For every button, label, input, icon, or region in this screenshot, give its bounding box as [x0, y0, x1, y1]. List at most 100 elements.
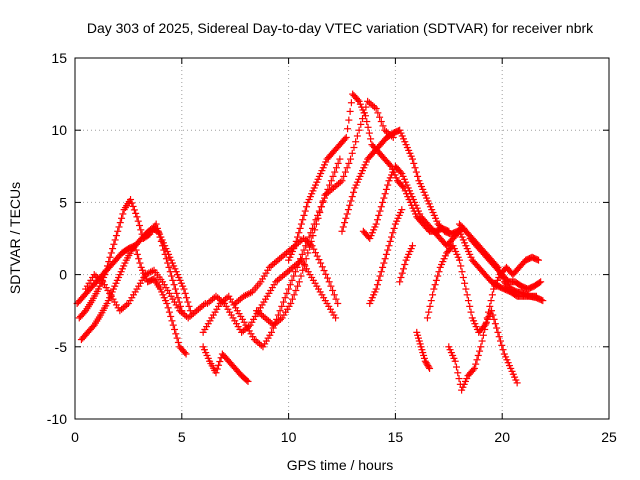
data-point	[327, 282, 335, 290]
data-point	[145, 269, 153, 277]
data-point	[132, 209, 140, 217]
data-point	[381, 255, 389, 263]
data-point	[482, 320, 490, 328]
data-point	[398, 269, 406, 277]
data-point	[379, 263, 387, 271]
data-point	[477, 343, 485, 351]
data-point	[309, 232, 317, 240]
data-point	[245, 290, 253, 298]
data-point	[479, 331, 487, 339]
data-point	[346, 107, 354, 115]
data-point	[388, 233, 396, 241]
data-point	[373, 216, 381, 224]
data-point	[434, 272, 442, 280]
data-point	[302, 255, 310, 263]
data-point	[336, 178, 344, 186]
data-point	[489, 311, 497, 319]
data-point	[411, 164, 419, 172]
data-point	[342, 133, 350, 141]
data-point	[300, 246, 308, 254]
data-point	[279, 298, 287, 306]
data-point	[288, 276, 296, 284]
plot-frame	[74, 57, 610, 420]
data-point	[168, 317, 176, 325]
data-point	[380, 194, 388, 202]
data-point	[481, 325, 489, 333]
data-point	[408, 242, 416, 250]
y-axis-label: SDTVAR / TECUs	[7, 182, 23, 294]
data-point	[464, 297, 472, 305]
data-point	[535, 256, 543, 264]
data-point	[350, 188, 358, 196]
data-point	[425, 308, 433, 316]
data-point	[382, 185, 390, 193]
x-axis-label: GPS time / hours	[287, 457, 394, 473]
data-point	[276, 315, 284, 323]
data-point	[334, 159, 342, 167]
data-point	[332, 164, 340, 172]
data-point	[454, 369, 462, 377]
data-point	[353, 132, 361, 140]
data-point	[377, 268, 385, 276]
data-point	[164, 304, 172, 312]
data-point	[334, 299, 342, 307]
data-point	[478, 337, 486, 345]
data-point	[344, 206, 352, 214]
data-point	[244, 323, 252, 331]
data-point	[165, 308, 173, 316]
data-point	[376, 272, 384, 280]
data-point	[339, 223, 347, 231]
data-point	[459, 273, 467, 281]
x-tick-label: 25	[601, 429, 617, 445]
y-tick-label: -10	[47, 411, 67, 427]
data-point	[493, 262, 501, 270]
y-tick-label: 15	[51, 50, 67, 66]
data-point	[341, 168, 349, 176]
data-point	[106, 253, 114, 261]
data-point	[133, 250, 141, 258]
data-point	[488, 291, 496, 299]
data-point	[134, 217, 142, 225]
data-point	[463, 291, 471, 299]
data-point	[136, 222, 144, 230]
data-point	[136, 259, 144, 267]
data-point	[332, 295, 340, 303]
y-tick-label: 0	[59, 267, 67, 283]
data-point	[513, 379, 521, 387]
data-point	[240, 292, 248, 300]
data-point	[285, 285, 293, 293]
data-point	[296, 258, 304, 266]
data-point	[338, 227, 346, 235]
data-point	[429, 291, 437, 299]
data-point	[325, 278, 333, 286]
data-point	[345, 116, 353, 124]
data-point	[169, 321, 177, 329]
data-point	[137, 226, 145, 234]
data-point	[384, 181, 392, 189]
data-point	[488, 307, 496, 315]
data-point	[286, 281, 294, 289]
data-point	[304, 249, 312, 257]
data-point	[128, 199, 136, 207]
axis-ticks	[74, 57, 610, 420]
data-point	[365, 129, 373, 137]
data-point	[223, 294, 231, 302]
data-point	[374, 109, 382, 117]
y-tick-label: 5	[59, 194, 67, 210]
data-points	[73, 90, 547, 394]
data-point	[294, 233, 302, 241]
data-point	[119, 210, 127, 218]
data-point	[372, 220, 380, 228]
data-point	[345, 159, 353, 167]
data-point	[355, 126, 363, 134]
data-point	[171, 325, 179, 333]
data-point	[373, 281, 381, 289]
data-point	[364, 123, 372, 131]
data-point	[166, 268, 174, 276]
data-point	[170, 281, 178, 289]
data-point	[348, 149, 356, 157]
data-point	[452, 363, 460, 371]
data-point	[352, 138, 360, 146]
data-point	[348, 193, 356, 201]
